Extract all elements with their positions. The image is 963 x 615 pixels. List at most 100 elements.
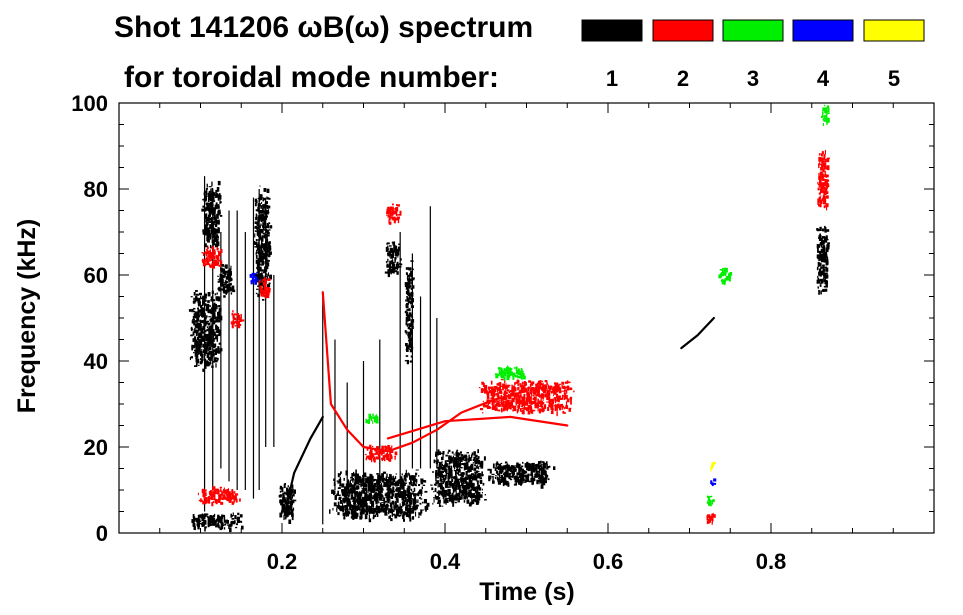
region-speck <box>462 489 465 493</box>
region-speck <box>412 498 416 502</box>
region-speck <box>406 360 409 365</box>
region-speck <box>235 498 238 503</box>
region-speck <box>541 380 543 383</box>
region-speck <box>199 361 203 365</box>
region-speck <box>188 309 192 312</box>
region-speck <box>258 280 260 285</box>
region-speck <box>504 392 505 394</box>
region-speck <box>261 201 263 204</box>
region-speck <box>388 263 392 268</box>
region-speck <box>415 511 417 517</box>
region-speck <box>708 502 711 506</box>
region-speck <box>209 207 212 210</box>
region-speck <box>192 308 194 312</box>
region-speck <box>210 328 213 332</box>
region-speck <box>415 472 418 475</box>
region-speck <box>205 187 208 190</box>
region-speck <box>542 465 546 469</box>
region-speck <box>729 279 731 282</box>
region-speck <box>210 296 213 299</box>
region-speck <box>388 219 390 224</box>
region-speck <box>480 388 484 393</box>
region-speck <box>339 484 342 487</box>
region-speck <box>434 488 437 492</box>
region-speck <box>391 445 393 448</box>
region-mode-1 <box>217 264 236 298</box>
region-speck <box>375 456 379 460</box>
region-speck <box>213 343 216 348</box>
region-speck <box>386 488 388 491</box>
region-speck <box>205 190 208 195</box>
region-speck <box>418 516 420 518</box>
region-speck <box>228 524 230 529</box>
region-mode-3 <box>821 104 830 126</box>
region-speck <box>264 289 268 294</box>
region-speck <box>365 506 368 509</box>
region-speck <box>361 477 365 482</box>
region-speck <box>213 259 216 261</box>
region-speck <box>433 497 435 499</box>
region-speck <box>511 473 513 475</box>
region-speck <box>526 468 529 471</box>
region-speck <box>820 157 822 162</box>
region-speck <box>337 473 340 478</box>
region-speck <box>710 516 713 520</box>
region-speck <box>407 314 409 320</box>
region-speck <box>445 474 447 479</box>
region-speck <box>402 482 404 486</box>
region-speck <box>461 463 464 465</box>
region-speck <box>362 484 366 487</box>
region-speck <box>463 495 467 500</box>
region-speck <box>460 481 463 483</box>
region-speck <box>825 179 827 184</box>
region-speck <box>394 494 398 497</box>
region-speck <box>265 268 268 272</box>
region-speck <box>204 259 206 264</box>
region-speck <box>222 282 226 284</box>
region-speck <box>219 315 223 321</box>
region-speck <box>202 199 204 201</box>
region-speck <box>504 402 507 406</box>
region-speck <box>368 511 371 515</box>
region-speck <box>508 476 511 480</box>
x-axis: 0.2 0.4 0.6 0.8 <box>159 103 894 574</box>
region-speck <box>819 269 822 272</box>
region-speck <box>553 466 556 470</box>
region-speck <box>460 472 464 477</box>
region-speck <box>280 512 283 514</box>
region-speck <box>484 494 486 496</box>
region-speck <box>368 477 370 482</box>
region-speck <box>196 524 198 526</box>
region-speck <box>219 490 223 492</box>
region-speck <box>369 494 372 499</box>
region-speck <box>394 266 397 270</box>
region-speck <box>419 497 422 499</box>
region-speck <box>202 205 206 208</box>
region-speck <box>409 333 412 337</box>
region-speck <box>202 262 206 267</box>
region-speck <box>231 515 233 518</box>
region-speck <box>501 401 505 406</box>
region-speck <box>473 464 476 466</box>
region-speck <box>536 382 539 387</box>
region-speck <box>817 200 819 205</box>
region-speck <box>557 403 560 409</box>
region-speck <box>204 317 206 320</box>
region-speck <box>208 208 211 214</box>
region-speck <box>449 456 452 461</box>
region-speck <box>254 273 257 277</box>
region-speck <box>210 234 212 237</box>
region-speck <box>207 238 210 243</box>
region-speck <box>199 292 202 296</box>
region-speck <box>210 309 213 314</box>
region-speck <box>351 496 354 499</box>
region-speck <box>448 494 451 500</box>
region-speck <box>465 494 468 498</box>
region-speck <box>420 509 423 514</box>
region-speck <box>470 476 473 479</box>
region-speck <box>408 297 411 300</box>
region-speck <box>408 506 411 508</box>
region-speck <box>465 471 468 476</box>
trace-mode-1 <box>680 316 716 350</box>
region-speck <box>391 508 393 513</box>
